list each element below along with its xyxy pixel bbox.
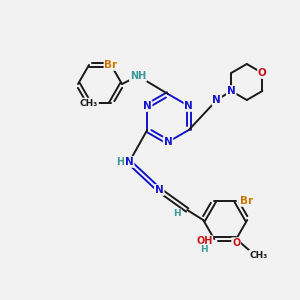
Text: H: H xyxy=(173,209,181,218)
Text: N: N xyxy=(143,101,152,111)
Text: N: N xyxy=(164,137,172,147)
Text: Br: Br xyxy=(104,60,118,70)
Text: CH₃: CH₃ xyxy=(249,250,267,260)
Text: H: H xyxy=(200,244,208,253)
Text: NH: NH xyxy=(130,71,146,81)
Text: N: N xyxy=(155,185,164,195)
Text: H: H xyxy=(116,157,124,167)
Text: O: O xyxy=(258,68,267,78)
Text: N: N xyxy=(125,157,134,167)
Text: CH₃: CH₃ xyxy=(80,99,98,108)
Text: O: O xyxy=(232,238,240,248)
Text: Br: Br xyxy=(240,196,253,206)
Text: N: N xyxy=(184,101,193,111)
Text: N: N xyxy=(212,95,221,105)
Text: N: N xyxy=(227,86,236,96)
Text: OH: OH xyxy=(196,236,212,246)
